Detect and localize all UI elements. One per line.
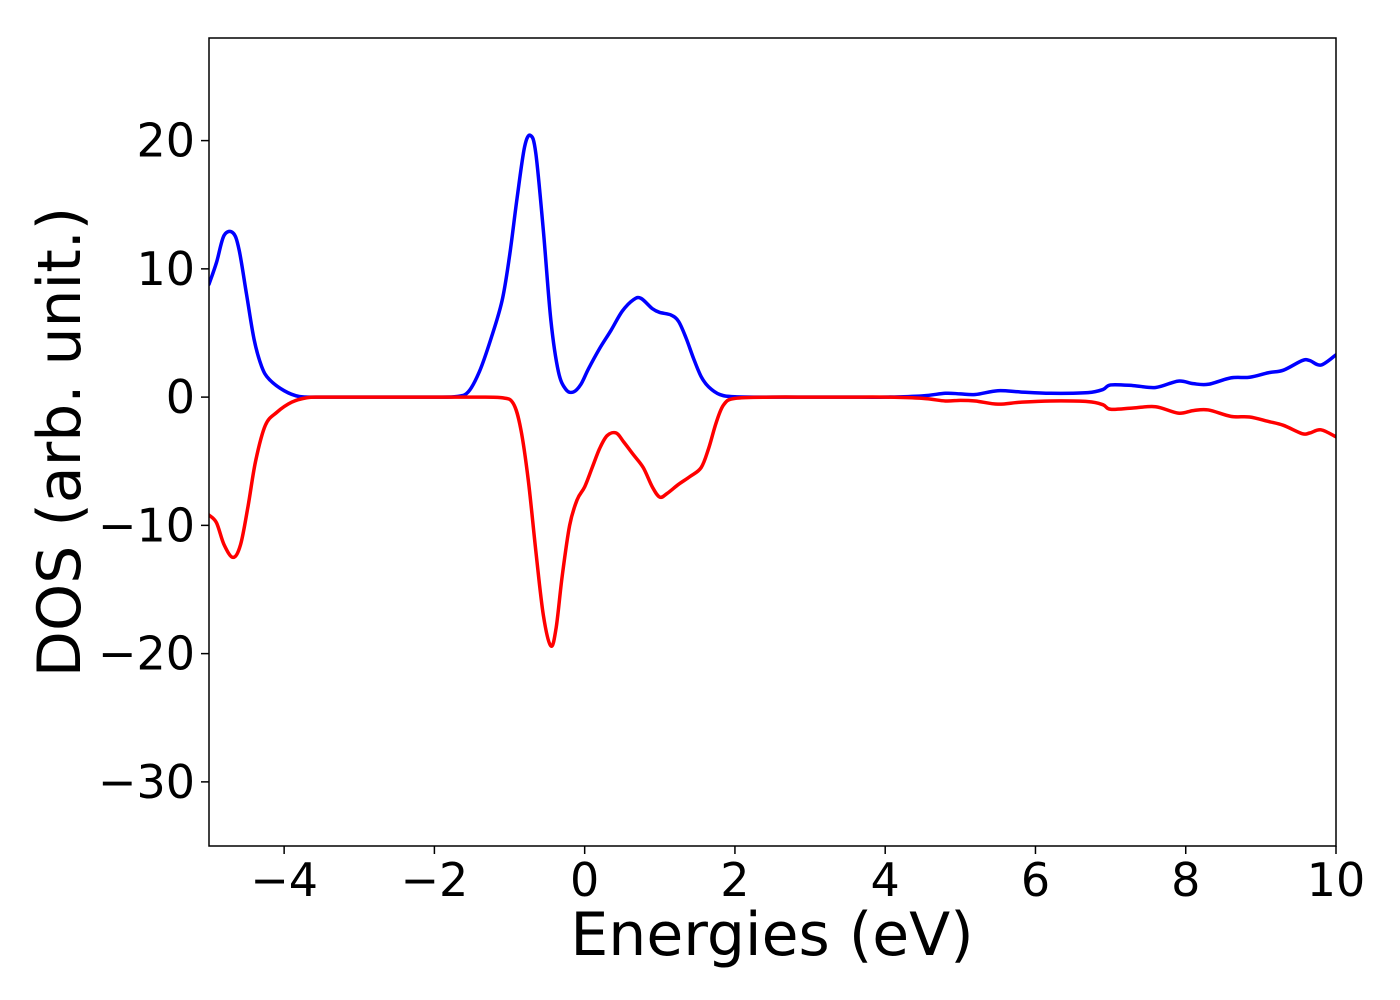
x-tick-label: 6: [1021, 853, 1050, 907]
x-tick-label: 4: [871, 853, 900, 907]
plot-frame: [208, 37, 1337, 847]
y-axis-ticks: 20 10 0 −10 −20 −30: [98, 114, 209, 809]
y-tick-label: 20: [136, 114, 195, 168]
x-tick-label: −4: [250, 853, 318, 907]
y-axis-title: DOS (arb. unit.): [25, 207, 95, 677]
y-tick-label: −10: [98, 498, 195, 552]
x-axis-ticks: −4 −2 0 2 4 6 8 10: [250, 846, 1365, 907]
x-tick-label: −2: [400, 853, 468, 907]
x-tick-label: 2: [720, 853, 749, 907]
series-line-red: [209, 395, 1336, 648]
y-tick-label: 10: [136, 242, 195, 296]
series-layer: [209, 133, 1336, 648]
x-axis-title: Energies (eV): [570, 900, 973, 970]
x-tick-label: 10: [1307, 853, 1366, 907]
series-line-blue: [209, 133, 1336, 399]
y-tick-label: −20: [98, 627, 195, 681]
x-tick-label: 8: [1171, 853, 1200, 907]
x-tick-label: 0: [570, 853, 599, 907]
y-tick-label: −30: [98, 755, 195, 809]
y-tick-label: 0: [166, 370, 195, 424]
